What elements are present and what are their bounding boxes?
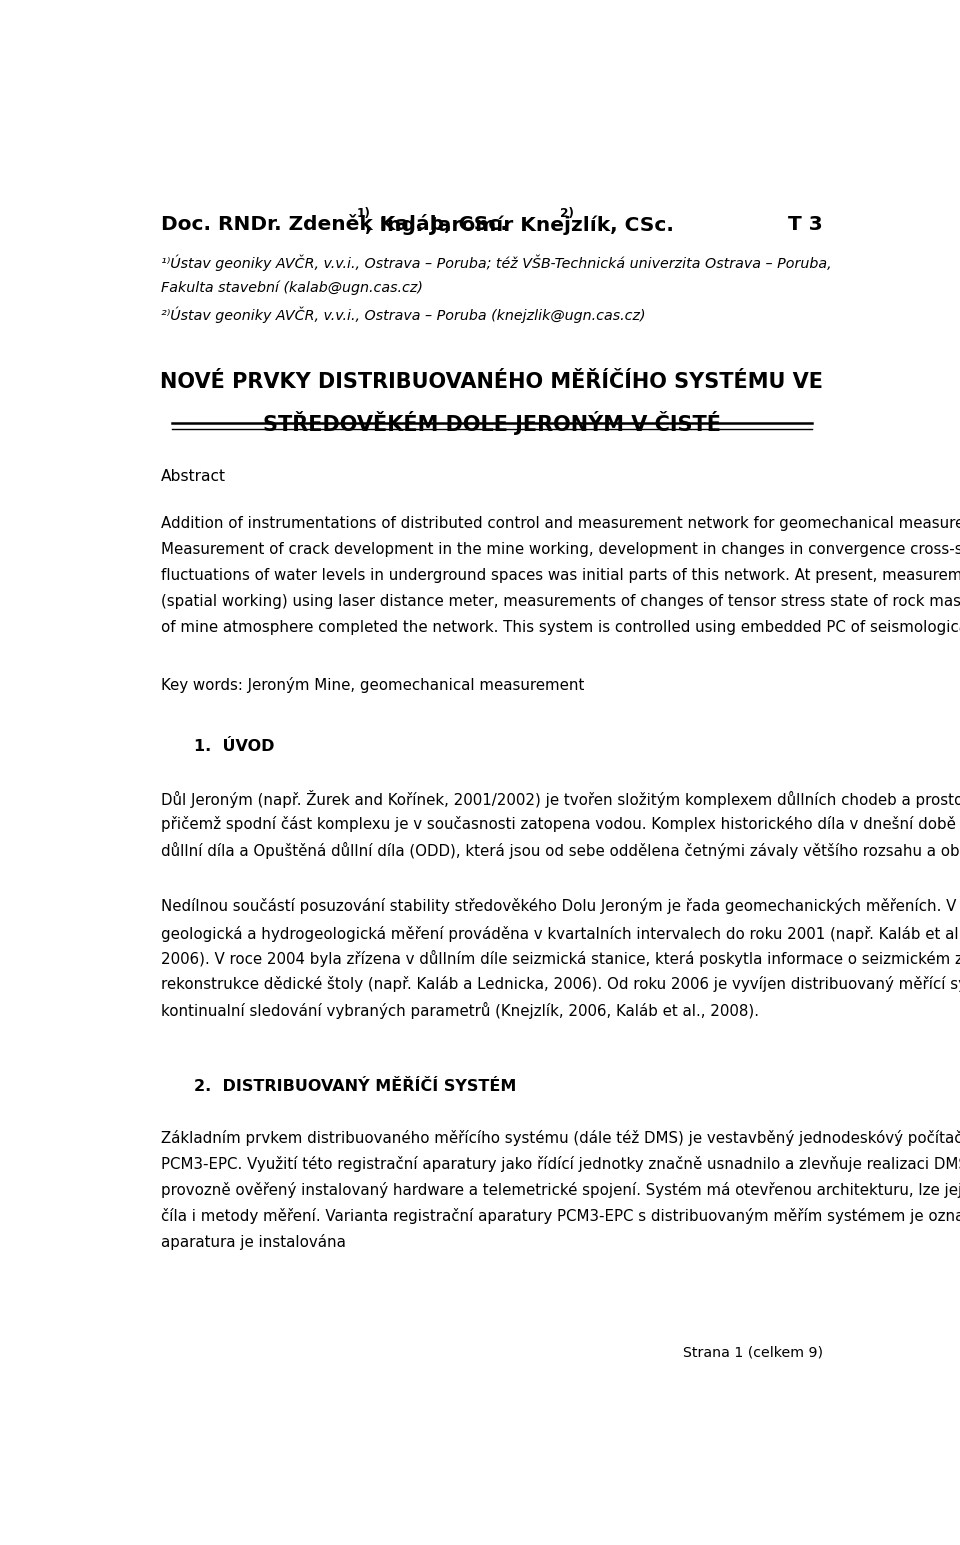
Text: číla i metody měření. Varianta registrační aparatury PCM3-EPC s distribuovaným m: číla i metody měření. Varianta registrač… xyxy=(161,1208,960,1224)
Text: provozně ověřený instalovaný hardware a telemetrické spojení. Systém má otevřeno: provozně ověřený instalovaný hardware a … xyxy=(161,1182,960,1199)
Text: STŘEDOVĚKÉM DOLE JERONÝM V ČISTÉ: STŘEDOVĚKÉM DOLE JERONÝM V ČISTÉ xyxy=(263,411,721,436)
Text: 1.  ÚVOD: 1. ÚVOD xyxy=(194,739,275,754)
Text: NOVÉ PRVKY DISTRIBUOVANÉHO MĚŘÍČÍHO SYSTÉMU VE: NOVÉ PRVKY DISTRIBUOVANÉHO MĚŘÍČÍHO SYST… xyxy=(160,372,824,392)
Text: důllní díla a Opuštěná důllní díla (ODD), která jsou od sebe oddělena četnými zá: důllní díla a Opuštěná důllní díla (ODD)… xyxy=(161,842,960,859)
Text: 2006). V roce 2004 byla zřízena v důllním díle seizmická stanice, která poskytla: 2006). V roce 2004 byla zřízena v důllní… xyxy=(161,950,960,967)
Text: Abstract: Abstract xyxy=(161,468,226,484)
Text: 2): 2) xyxy=(560,207,574,219)
Text: přičemž spodní část komplexu je v současnosti zatopena vodou. Komplex historické: přičemž spodní část komplexu je v součas… xyxy=(161,816,960,831)
Text: 1): 1) xyxy=(356,207,371,219)
Text: Strana 1 (celkem 9): Strana 1 (celkem 9) xyxy=(684,1346,823,1360)
Text: Measurement of crack development in the mine working, development in changes in : Measurement of crack development in the … xyxy=(161,542,960,558)
Text: Nedílnou součástí posuzování stability středověkého Dolu Jeroným je řada geomech: Nedílnou součástí posuzování stability s… xyxy=(161,899,960,915)
Text: fluctuations of water levels in underground spaces was initial parts of this net: fluctuations of water levels in undergro… xyxy=(161,569,960,582)
Text: (spatial working) using laser distance meter, measurements of changes of tensor : (spatial working) using laser distance m… xyxy=(161,593,960,609)
Text: ¹⁾Ústav geoniky AVČR, v.v.i., Ostrava – Poruba; též VŠB-Technická univerzita Ost: ¹⁾Ústav geoniky AVČR, v.v.i., Ostrava – … xyxy=(161,255,831,270)
Text: , Ing. Jaromír Knejzlík, CSc.: , Ing. Jaromír Knejzlík, CSc. xyxy=(365,215,673,235)
Text: of mine atmosphere completed the network. This system is controlled using embedd: of mine atmosphere completed the network… xyxy=(161,620,960,635)
Text: rekonstrukce dědické štoly (např. Kaláb a Lednicka, 2006). Od roku 2006 je vyvíj: rekonstrukce dědické štoly (např. Kaláb … xyxy=(161,976,960,992)
Text: PCM3-EPC. Využití této registrační aparatury jako řídící jednotky značně usnadni: PCM3-EPC. Využití této registrační apara… xyxy=(161,1156,960,1173)
Text: 2.  DISTRIBUOVANÝ MĚŘÍČÍ SYSTÉM: 2. DISTRIBUOVANÝ MĚŘÍČÍ SYSTÉM xyxy=(194,1080,516,1094)
Text: T 3: T 3 xyxy=(788,215,823,235)
Text: kontinualní sledování vybraných parametrů (Knejzlík, 2006, Kaláb et al., 2008).: kontinualní sledování vybraných parametr… xyxy=(161,1003,759,1020)
Text: Důl Jeroným (např. Žurek and Kořínek, 2001/2002) je tvořen složitým komplexem dů: Důl Jeroným (např. Žurek and Kořínek, 20… xyxy=(161,789,960,808)
Text: Key words: Jeroným Mine, geomechanical measurement: Key words: Jeroným Mine, geomechanical m… xyxy=(161,677,585,692)
Text: aparatura je instalována: aparatura je instalována xyxy=(161,1234,346,1250)
Text: Základním prvkem distribuovaného měřícího systému (dále též DMS) je vestavběný j: Základním prvkem distribuovaného měřícíh… xyxy=(161,1131,960,1146)
Text: geologická a hydrogeologická měření prováděna v kvartalních intervalech do roku : geologická a hydrogeologická měření prov… xyxy=(161,924,960,942)
Text: Fakulta stavební (kalab@ugn.cas.cz): Fakulta stavební (kalab@ugn.cas.cz) xyxy=(161,281,422,295)
Text: Doc. RNDr. Zdeněk Kaláb, CSc.: Doc. RNDr. Zdeněk Kaláb, CSc. xyxy=(161,215,508,235)
Text: Addition of instrumentations of distributed control and measurement network for : Addition of instrumentations of distribu… xyxy=(161,516,960,531)
Text: ²⁾Ústav geoniky AVČR, v.v.i., Ostrava – Poruba (knejzlik@ugn.cas.cz): ²⁾Ústav geoniky AVČR, v.v.i., Ostrava – … xyxy=(161,307,645,323)
